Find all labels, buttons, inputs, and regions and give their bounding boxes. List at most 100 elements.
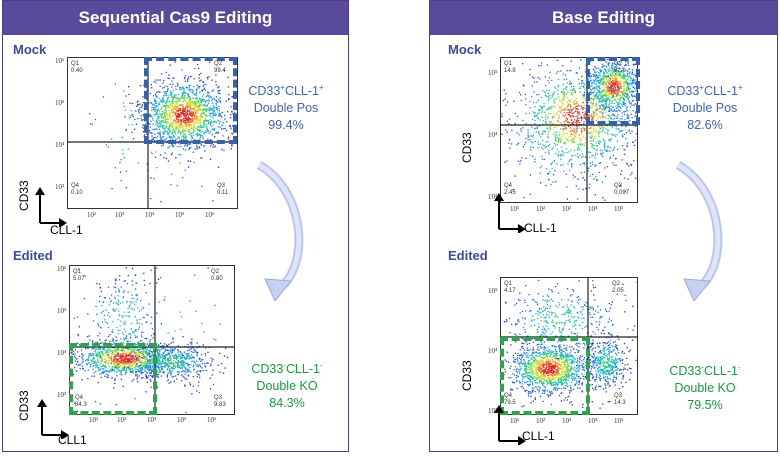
scatter-dot	[204, 118, 207, 120]
scatter-dot	[560, 106, 563, 108]
scatter-dot	[191, 343, 193, 345]
scatter-dot	[145, 292, 147, 294]
scatter-dot	[156, 109, 158, 111]
scatter-dot	[174, 106, 177, 108]
scatter-dot	[187, 96, 189, 98]
scatter-dot	[574, 99, 576, 101]
scatter-dot	[150, 102, 153, 104]
scatter-dot	[563, 98, 566, 101]
scatter-dot	[162, 116, 165, 118]
scatter-dot	[563, 111, 565, 114]
scatter-dot	[131, 114, 134, 116]
double-ko-gate	[69, 343, 157, 415]
scatter-dot	[588, 151, 591, 154]
scatter-dot	[221, 111, 223, 113]
scatter-dot	[122, 296, 125, 298]
scatter-dot	[194, 93, 196, 95]
scatter-dot	[109, 348, 111, 350]
scatter-dot	[136, 298, 138, 300]
scatter-dot	[95, 355, 97, 357]
scatter-dot	[181, 126, 183, 129]
scatter-dot	[90, 355, 92, 357]
scatter-dot	[583, 86, 585, 88]
scatter-dot	[574, 121, 576, 123]
x-tick: 10³	[115, 211, 125, 219]
scatter-dot	[621, 90, 623, 92]
scatter-dot	[612, 64, 614, 66]
scatter-dot	[577, 149, 579, 151]
scatter-dot	[136, 363, 138, 365]
scatter-dot	[611, 92, 613, 95]
scatter-dot	[164, 365, 167, 367]
scatter-dot	[192, 355, 194, 358]
scatter-dot	[151, 355, 153, 357]
scatter-dot	[551, 148, 553, 150]
scatter-dot	[167, 379, 169, 381]
scatter-dot	[183, 111, 185, 113]
scatter-dot	[114, 364, 116, 367]
scatter-dot	[172, 348, 174, 350]
scatter-dot	[198, 357, 200, 359]
scatter-dot	[192, 110, 194, 113]
scatter-dot	[211, 374, 213, 376]
scatter-dot	[599, 78, 602, 81]
scatter-dot	[145, 365, 147, 367]
scatter-dot	[103, 365, 105, 367]
scatter-dot	[592, 115, 594, 117]
scatter-dot	[161, 111, 163, 113]
scatter-dot	[595, 86, 598, 88]
scatter-dot	[101, 351, 104, 354]
scatter-dot	[172, 337, 174, 339]
scatter-dot	[156, 355, 159, 357]
scatter-dot	[608, 98, 610, 100]
scatter-dot	[572, 140, 575, 142]
scatter-dot	[144, 370, 146, 372]
scatter-dot	[612, 110, 614, 112]
scatter-dot	[604, 89, 606, 91]
scatter-dot	[165, 85, 167, 87]
scatter-dot	[138, 369, 140, 371]
scatter-dot	[172, 77, 174, 79]
scatter-dot	[173, 96, 176, 98]
scatter-dot	[126, 347, 128, 349]
scatter-dot	[119, 302, 122, 304]
scatter-dot	[116, 375, 118, 377]
scatter-dot	[212, 369, 214, 371]
scatter-dot	[202, 81, 204, 83]
scatter-dot	[136, 375, 138, 377]
scatter-dot	[623, 88, 625, 90]
scatter-dot	[171, 351, 174, 354]
scatter-dot	[160, 99, 162, 101]
scatter-dot	[212, 144, 215, 146]
scatter-dot	[118, 310, 120, 312]
scatter-dot	[614, 78, 616, 80]
scatter-dot	[178, 114, 180, 116]
scatter-dot	[569, 105, 572, 107]
scatter-dot	[190, 147, 192, 149]
scatter-dot	[577, 144, 579, 146]
scatter-dot	[165, 139, 167, 141]
scatter-dot	[201, 95, 204, 97]
scatter-dot	[131, 307, 133, 309]
scatter-dot	[633, 104, 635, 106]
scatter-dot	[129, 351, 132, 353]
scatter-dot	[208, 99, 210, 101]
scatter-dot	[595, 78, 597, 80]
scatter-dot	[197, 101, 199, 103]
scatter-dot	[583, 162, 585, 164]
scatter-dot	[138, 350, 140, 352]
scatter-dot	[548, 95, 550, 97]
scatter-dot	[617, 77, 619, 80]
scatter-dot	[556, 72, 558, 74]
scatter-dot	[572, 121, 574, 123]
scatter-dot	[128, 305, 130, 307]
scatter-dot	[212, 383, 215, 386]
scatter-dot	[209, 123, 212, 125]
scatter-dot	[605, 106, 607, 108]
scatter-dot	[99, 356, 102, 358]
scatter-dot	[139, 361, 142, 363]
scatter-dot	[604, 83, 607, 86]
scatter-dot	[151, 362, 153, 364]
scatter-dot	[172, 137, 174, 139]
scatter-dot	[196, 390, 198, 392]
